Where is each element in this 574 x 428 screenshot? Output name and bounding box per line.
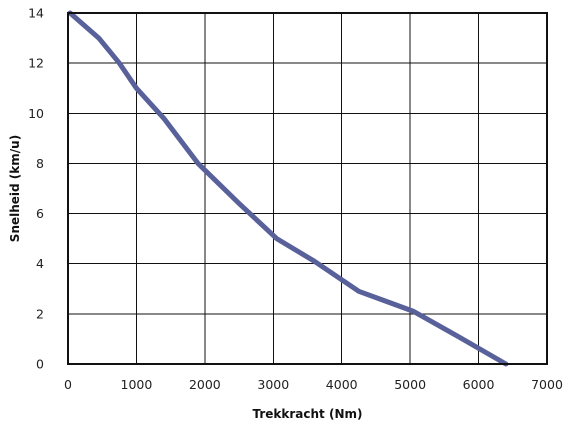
y-tick-label: 14 [28,6,44,21]
y-tick-label: 0 [36,357,44,372]
x-tick-label: 0 [64,377,72,392]
x-tick-label: 4000 [326,377,358,392]
plot-frame [67,12,548,365]
x-tick-label: 6000 [463,377,495,392]
y-tick-label: 2 [36,306,44,321]
series-layer [67,10,509,367]
x-tick-label: 7000 [531,377,563,392]
y-axis-ticks: 0 2 4 6 8 10 12 14 [28,6,44,372]
y-axis-title: Snelheid (km/u) [8,135,22,242]
x-axis-ticks: 0 1000 2000 3000 4000 5000 6000 7000 [64,377,563,392]
series-line-0 [67,10,509,367]
x-tick-label: 1000 [121,377,153,392]
y-tick-label: 10 [28,106,44,121]
x-axis-title: Trekkracht (Nm) [253,407,363,421]
grid [68,13,547,364]
y-tick-label: 8 [36,156,44,171]
x-tick-label: 3000 [257,377,289,392]
x-tick-label: 2000 [189,377,221,392]
y-tick-label: 4 [36,256,44,271]
x-tick-label: 5000 [394,377,426,392]
y-tick-label: 6 [36,206,44,221]
y-tick-label: 12 [28,56,44,71]
